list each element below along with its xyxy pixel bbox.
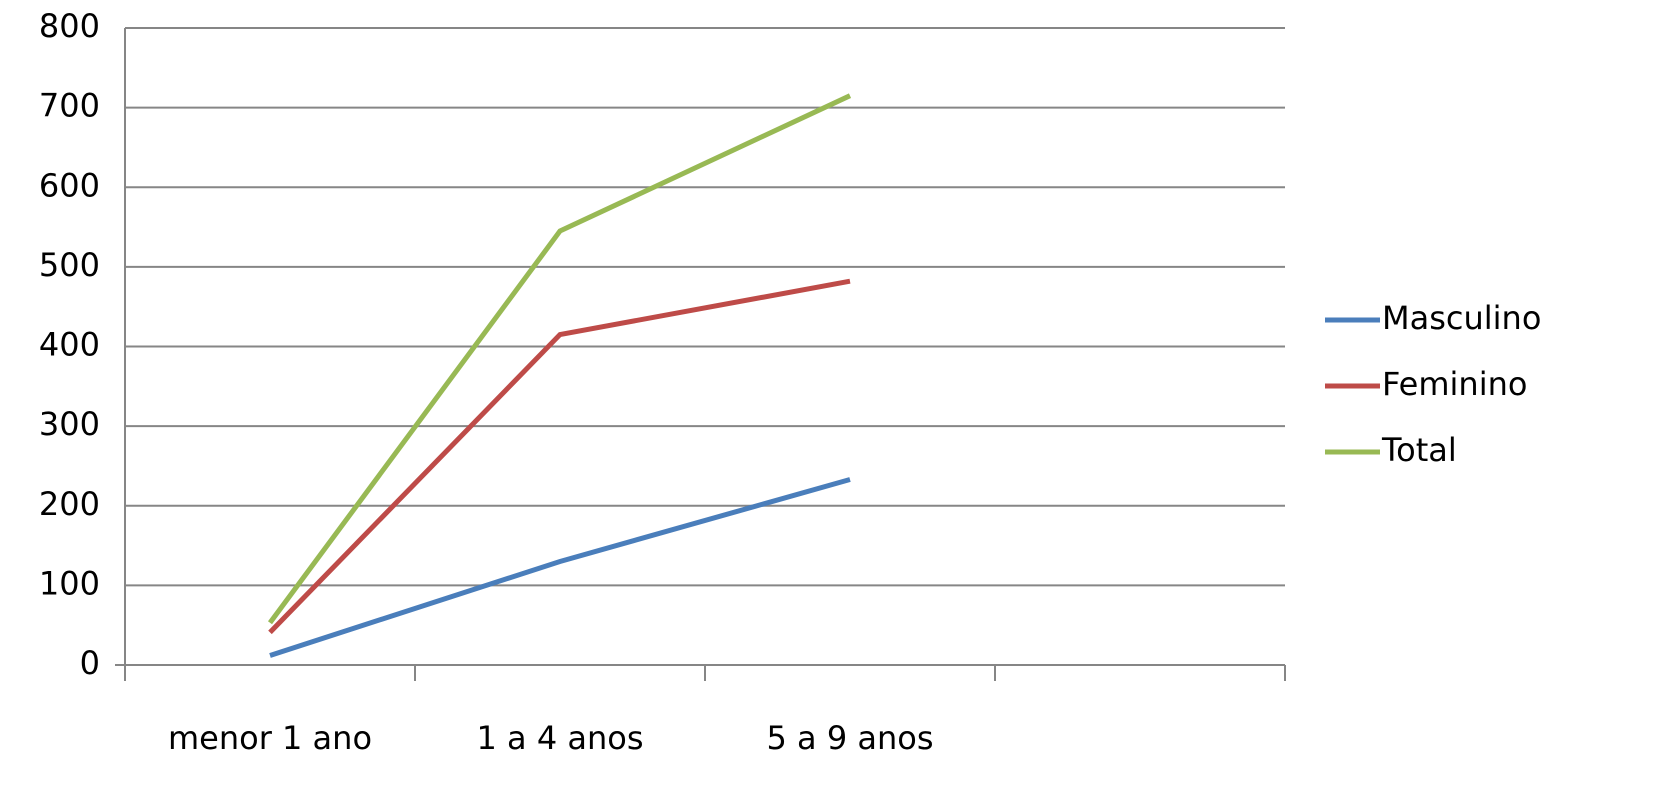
y-tick-label: 700 (39, 87, 100, 125)
y-tick-label: 200 (39, 485, 100, 523)
x-tick-label: menor 1 ano (168, 719, 372, 757)
series-line (267, 93, 852, 625)
y-tick-label: 500 (39, 246, 100, 284)
y-tick-label: 100 (39, 564, 100, 602)
x-tick-label: 5 a 9 anos (767, 719, 934, 757)
x-tick-label: 1 a 4 anos (477, 719, 644, 757)
y-tick-label: 0 (80, 644, 100, 682)
legend-label: Feminino (1382, 365, 1527, 403)
legend-label: Total (1381, 431, 1457, 469)
y-tick-label: 300 (39, 405, 100, 443)
y-tick-label: 400 (39, 326, 100, 364)
y-tick-label: 800 (39, 7, 100, 45)
series-line (268, 278, 851, 635)
y-tick-label: 600 (39, 166, 100, 204)
legend-label: Masculino (1382, 299, 1541, 337)
series-line (269, 477, 851, 658)
